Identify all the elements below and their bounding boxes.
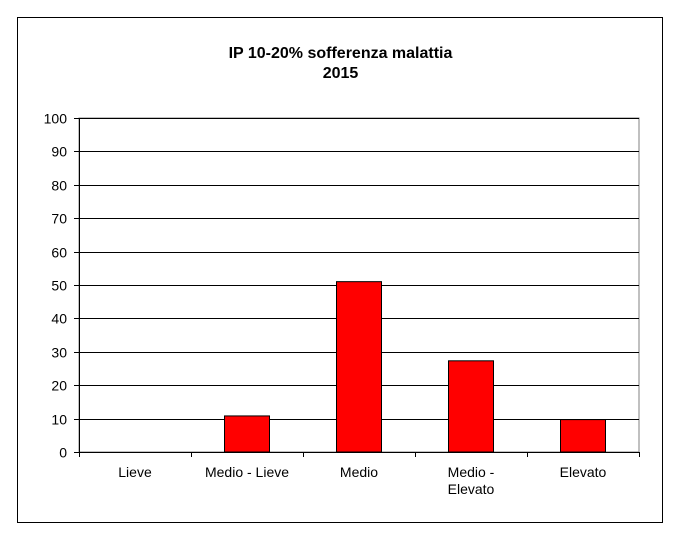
y-tick-label: 0 (59, 445, 67, 461)
bar (448, 360, 494, 453)
x-tick-label: Medio (340, 464, 378, 480)
y-tick-label: 40 (51, 311, 67, 327)
y-tick-label: 20 (51, 378, 67, 394)
y-tick-label: 80 (51, 178, 67, 194)
y-tick-label: 100 (44, 111, 68, 127)
y-tick-label: 10 (51, 412, 67, 428)
chart-subtitle: 2015 (322, 65, 359, 82)
x-tick-label: Medio -Elevato (448, 464, 495, 497)
bar (336, 281, 382, 453)
chart-title: IP 10-20% sofferenza malattia (228, 45, 453, 62)
y-tick-label: 90 (51, 144, 67, 160)
bar (224, 415, 270, 453)
x-tick-label: Medio - Lieve (205, 464, 289, 480)
y-tick-label: 60 (51, 245, 67, 261)
y-tick-label: 30 (51, 345, 67, 361)
y-tick-label: 70 (51, 211, 67, 227)
bar (560, 419, 606, 453)
x-tick-label: Elevato (560, 464, 607, 480)
x-tick-label: Lieve (118, 464, 152, 480)
y-tick-label: 50 (51, 278, 67, 294)
